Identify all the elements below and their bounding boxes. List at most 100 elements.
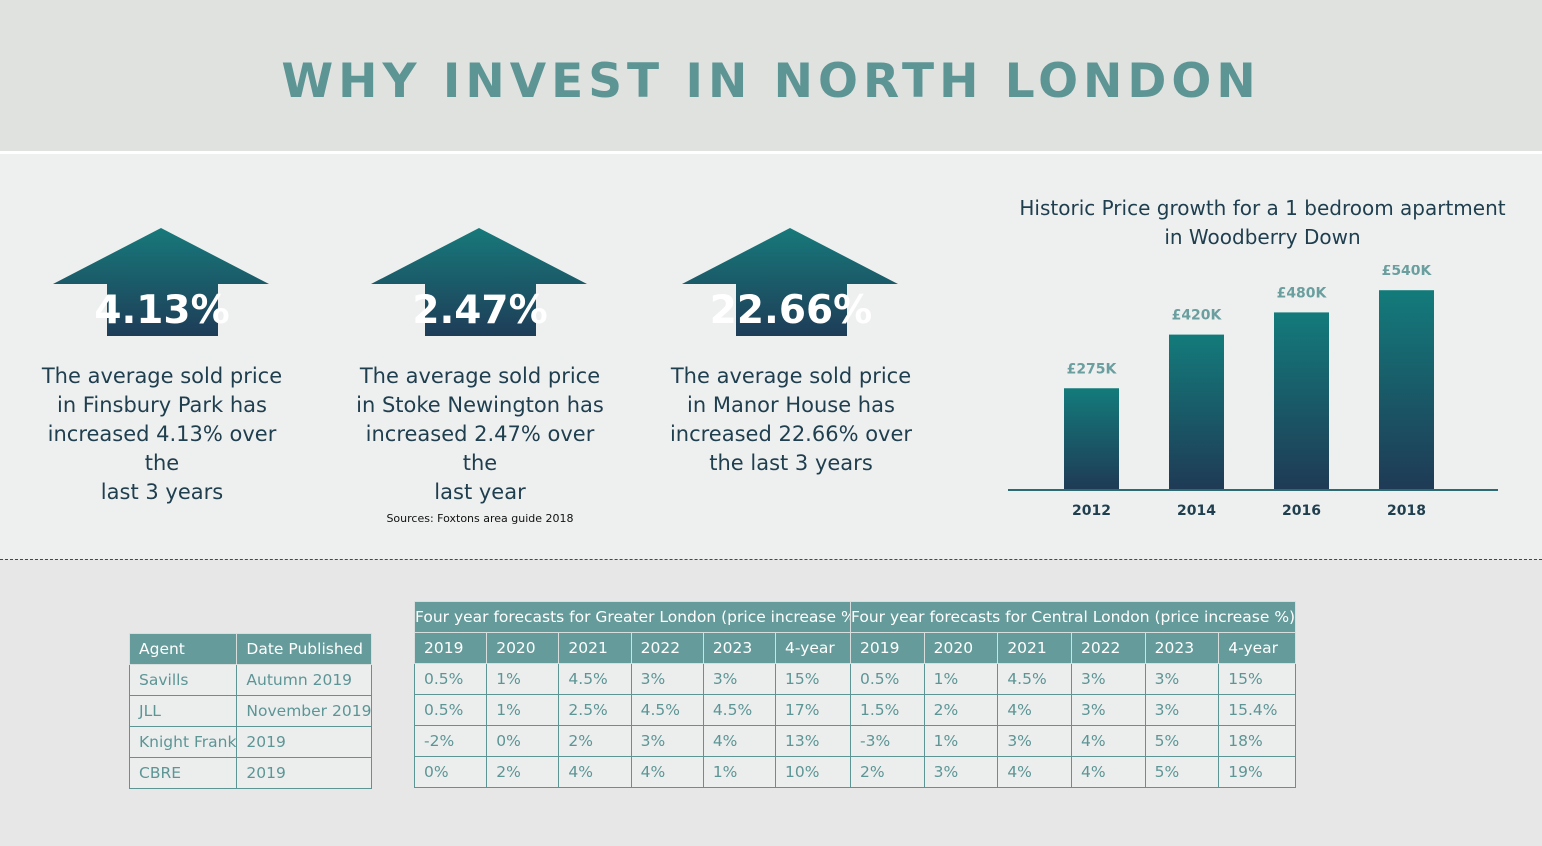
stat-line: The average sold price — [41, 364, 283, 388]
x-tick-label: 2012 — [1072, 503, 1111, 519]
greater-london-table: Four year forecasts for Greater London (… — [413, 601, 863, 788]
date-cell: 2019 — [236, 757, 373, 789]
bar-2014 — [1169, 334, 1224, 490]
forecast-cell: 1% — [923, 725, 999, 757]
stat-line: increased 2.47% over the — [365, 422, 595, 475]
stat-line: in Stoke Newington has — [356, 393, 604, 417]
forecast-cell: 17% — [775, 694, 863, 726]
data-label: £420K — [1172, 308, 1223, 324]
year-header: 2021 — [997, 632, 1072, 664]
stat-line: in Manor House has — [687, 393, 895, 417]
forecast-cell: 5% — [1144, 725, 1220, 757]
forecast-cell: 2% — [558, 725, 632, 757]
year-header: 2023 — [1144, 632, 1220, 664]
agent-cell: JLL — [128, 695, 238, 727]
forecast-cell: 3% — [1070, 663, 1146, 695]
price-growth-chart: £275K 2012 £420K 2014 £480K 2016 £540K 2018 — [1008, 265, 1498, 519]
year-header: 2019 — [850, 632, 925, 664]
forecast-cell: 3% — [997, 725, 1072, 757]
forecast-cell: 15% — [1218, 663, 1297, 695]
bar-2016 — [1274, 312, 1329, 490]
table-row: 0.5% 1% 4.5% 3% 3% 15% — [850, 663, 1297, 695]
forecast-cell: 4.5% — [702, 694, 777, 726]
table-row: 2% 3% 4% 4% 5% 19% — [850, 756, 1297, 788]
forecast-cell: 4% — [558, 756, 632, 788]
table-row: -2% 0% 2% 3% 4% 13% — [413, 725, 863, 757]
header-banner: WHY INVEST IN NORTH LONDON — [0, 0, 1542, 151]
stat-line: increased 4.13% over the — [47, 422, 277, 475]
central-london-table: Four year forecasts for Central London (… — [849, 601, 1297, 788]
year-header: 2022 — [630, 632, 704, 664]
forecast-cell: 2% — [850, 756, 925, 788]
up-arrow-icon — [682, 228, 898, 336]
table-row: -3% 1% 3% 4% 5% 18% — [850, 725, 1297, 757]
header-divider — [0, 151, 1542, 154]
forecast-cell: 1.5% — [850, 694, 925, 726]
table-row: CBRE 2019 — [128, 757, 373, 789]
forecast-cell: 4% — [702, 725, 777, 757]
sources-note: Sources: Foxtons area guide 2018 — [386, 512, 574, 525]
data-label: £480K — [1277, 285, 1328, 301]
forecast-cell: 0% — [486, 725, 560, 757]
date-cell: Autumn 2019 — [236, 664, 373, 696]
group-title-row: Four year forecasts for Greater London (… — [414, 601, 863, 633]
stat-value: 4.13% — [94, 288, 230, 333]
forecast-cell: 0.5% — [413, 694, 488, 726]
stat-description: The average sold price in Stoke Newingto… — [351, 362, 609, 507]
forecast-cell: 0% — [413, 756, 488, 788]
group-title-row: Four year forecasts for Central London (… — [849, 601, 1297, 633]
year-header-row: 2019 2020 2021 2022 2023 4-year — [413, 632, 863, 664]
forecast-cell: 19% — [1218, 756, 1297, 788]
forecast-cell: 4% — [997, 694, 1072, 726]
forecast-cell: 3% — [1070, 694, 1146, 726]
year-header: 2021 — [558, 632, 632, 664]
header-row: Agent Date Published — [128, 633, 373, 665]
forecast-cell: 4.5% — [630, 694, 704, 726]
agent-table: Agent Date Published Savills Autumn 2019 JLL… — [128, 633, 373, 789]
year-header: 4-year — [1218, 632, 1297, 664]
forecast-cell: 0.5% — [413, 663, 488, 695]
chart-title-line: in Woodberry Down — [1164, 225, 1361, 249]
forecast-cell: 3% — [1144, 663, 1220, 695]
forecast-cell: 18% — [1218, 725, 1297, 757]
stat-description: The average sold price in Finsbury Park … — [33, 362, 291, 507]
forecast-cell: 15.4% — [1218, 694, 1297, 726]
forecast-cell: 2.5% — [558, 694, 632, 726]
forecast-cell: 13% — [775, 725, 863, 757]
page-title: WHY INVEST IN NORTH LONDON — [281, 54, 1261, 109]
up-arrow-icon — [371, 228, 587, 336]
table-row: 0.5% 1% 4.5% 3% 3% 15% — [413, 663, 863, 695]
forecast-cell: 5% — [1144, 756, 1220, 788]
data-label: £275K — [1067, 361, 1118, 377]
table-row: 1.5% 2% 4% 3% 3% 15.4% — [850, 694, 1297, 726]
bar-2018 — [1379, 290, 1434, 490]
forecast-cell: 3% — [630, 725, 704, 757]
year-header: 4-year — [775, 632, 863, 664]
forecast-cell: 10% — [775, 756, 863, 788]
forecast-cell: 1% — [923, 663, 999, 695]
agent-cell: CBRE — [128, 757, 238, 789]
forecast-cell: 4.5% — [558, 663, 632, 695]
stat-line: last year — [434, 480, 526, 504]
stat-line: The average sold price — [670, 364, 912, 388]
date-header: Date Published — [236, 633, 373, 665]
x-tick-label: 2018 — [1387, 503, 1426, 519]
stat-line: in Finsbury Park has — [56, 393, 267, 417]
year-header: 2023 — [702, 632, 777, 664]
forecast-cell: 1% — [486, 694, 560, 726]
year-header: 2022 — [1070, 632, 1146, 664]
stat-description: The average sold price in Manor House ha… — [662, 362, 920, 478]
forecast-cell: 4% — [630, 756, 704, 788]
chart-title-line: Historic Price growth for a 1 bedroom ap… — [1019, 196, 1506, 220]
table-row: JLL November 2019 — [128, 695, 373, 727]
stat-value: 22.66% — [709, 288, 873, 333]
table-row: Knight Frank 2019 — [128, 726, 373, 758]
forecast-cell: 3% — [702, 663, 777, 695]
group-title: Four year forecasts for Greater London (… — [414, 601, 863, 633]
group-title: Four year forecasts for Central London (… — [849, 601, 1297, 633]
chart-title: Historic Price growth for a 1 bedroom ap… — [1000, 194, 1525, 252]
forecast-cell: -2% — [413, 725, 488, 757]
forecast-cell: 1% — [486, 663, 560, 695]
agent-header: Agent — [128, 633, 238, 665]
forecast-cell: 4% — [1070, 725, 1146, 757]
